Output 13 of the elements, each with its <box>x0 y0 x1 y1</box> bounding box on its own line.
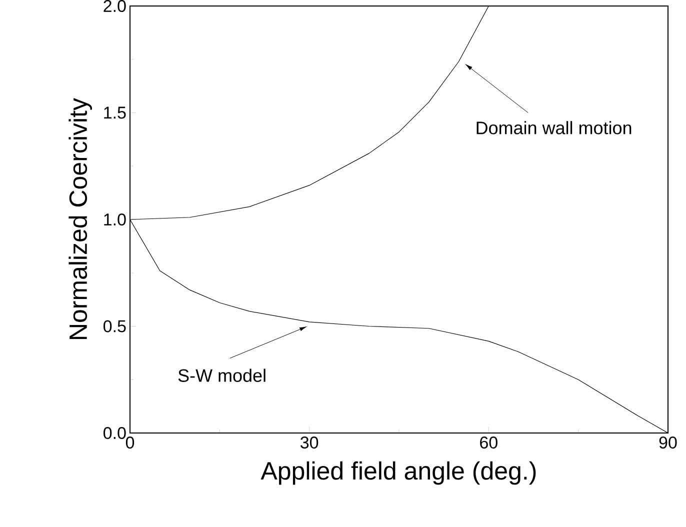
annotation: Domain wall motion <box>476 121 632 134</box>
y-axis-title: Normalized Coercivity <box>68 98 92 340</box>
y-tick-label: 2.0 <box>104 0 126 12</box>
x-axis-title: Applied field angle (deg.) <box>260 461 536 485</box>
x-tick-label: 0 <box>126 436 134 449</box>
y-tick-label: 0.5 <box>104 320 126 332</box>
y-tick-label: 1.0 <box>104 213 126 226</box>
y-tick-label: 1.5 <box>104 106 126 119</box>
x-tick-label: 60 <box>480 436 498 449</box>
y-tick-label: 0.0 <box>104 426 126 440</box>
x-tick-label: 90 <box>659 436 677 449</box>
x-tick-label: 30 <box>300 436 318 449</box>
annotation: S-W model <box>178 368 266 382</box>
